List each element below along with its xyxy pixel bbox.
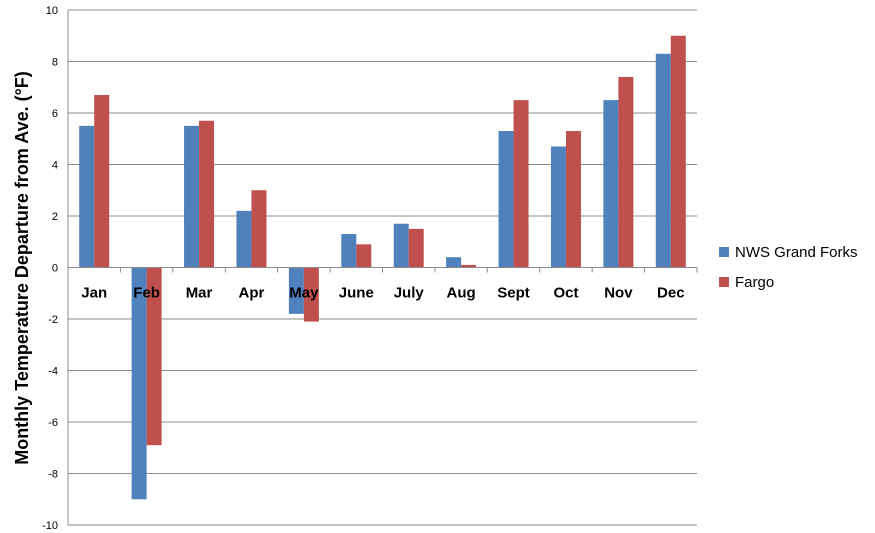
bar-grand-forks-dec: [655, 53, 671, 268]
bar-grand-forks-june: [341, 234, 357, 268]
bar-grand-forks-apr: [236, 210, 252, 268]
y-tick-label: 8: [52, 57, 58, 69]
bar-grand-forks-feb: [131, 267, 147, 500]
category-label: Aug: [447, 285, 476, 302]
category-label: June: [339, 285, 374, 302]
bar-grand-forks-oct: [550, 146, 566, 268]
y-tick-label: -10: [42, 520, 58, 532]
bar-grand-forks-nov: [603, 100, 619, 268]
y-tick-label: -4: [48, 366, 58, 378]
y-tick-label: -6: [48, 417, 58, 429]
y-tick-labels: -10 -8 -6 -4 -2 0 2 4 6 8 10: [42, 5, 58, 532]
bar-fargo-oct: [565, 131, 581, 268]
category-label: July: [394, 285, 425, 302]
bar-grand-forks-jan: [79, 125, 95, 268]
category-label: Dec: [657, 285, 685, 302]
category-label: Mar: [186, 285, 213, 302]
y-tick-label: 4: [52, 160, 58, 172]
category-labels: Jan Feb Mar Apr May June July Aug Sept Oct Nov Dec: [81, 285, 684, 302]
y-tick-label: -2: [48, 314, 58, 326]
y-tick-label: 6: [52, 108, 58, 120]
y-tick-label: 10: [46, 5, 58, 17]
category-label: Jan: [81, 285, 107, 302]
bar-grand-forks-may: [288, 267, 304, 314]
legend-swatch: [719, 247, 729, 257]
bar-grand-forks-mar: [184, 125, 200, 268]
y-axis-label: Monthly Temperature Departure from Ave. …: [12, 71, 32, 465]
legend-label: Fargo: [735, 274, 774, 291]
legend-swatch: [719, 277, 729, 287]
category-label: Oct: [553, 285, 578, 302]
bar-fargo-mar: [199, 120, 215, 268]
axes: [67, 10, 698, 525]
bar-fargo-sept: [513, 100, 529, 268]
bar-grand-forks-sept: [498, 131, 514, 268]
y-tick-label: 2: [52, 211, 58, 223]
bar-fargo-feb: [146, 267, 162, 446]
bar-fargo-aug: [461, 264, 477, 268]
bar-fargo-may: [303, 267, 319, 322]
y-tick-label: 0: [52, 263, 58, 275]
category-label: Sept: [497, 285, 530, 302]
bar-fargo-apr: [251, 190, 267, 268]
bar-fargo-jan: [94, 94, 110, 268]
legend-label: NWS Grand Forks: [735, 244, 858, 261]
bar-fargo-june: [356, 244, 372, 268]
bar-fargo-nov: [618, 76, 634, 268]
category-label: May: [289, 285, 319, 302]
legend: NWS Grand Forks Fargo: [719, 244, 858, 291]
bar-grand-forks-july: [393, 223, 409, 268]
bar-fargo-july: [408, 228, 424, 268]
category-label: Apr: [239, 285, 265, 302]
category-label: Nov: [604, 285, 633, 302]
y-tick-label: -8: [48, 469, 58, 481]
bar-grand-forks-aug: [446, 257, 462, 268]
bar-fargo-dec: [670, 35, 686, 268]
category-label: Feb: [133, 285, 160, 302]
bars: [79, 35, 686, 500]
